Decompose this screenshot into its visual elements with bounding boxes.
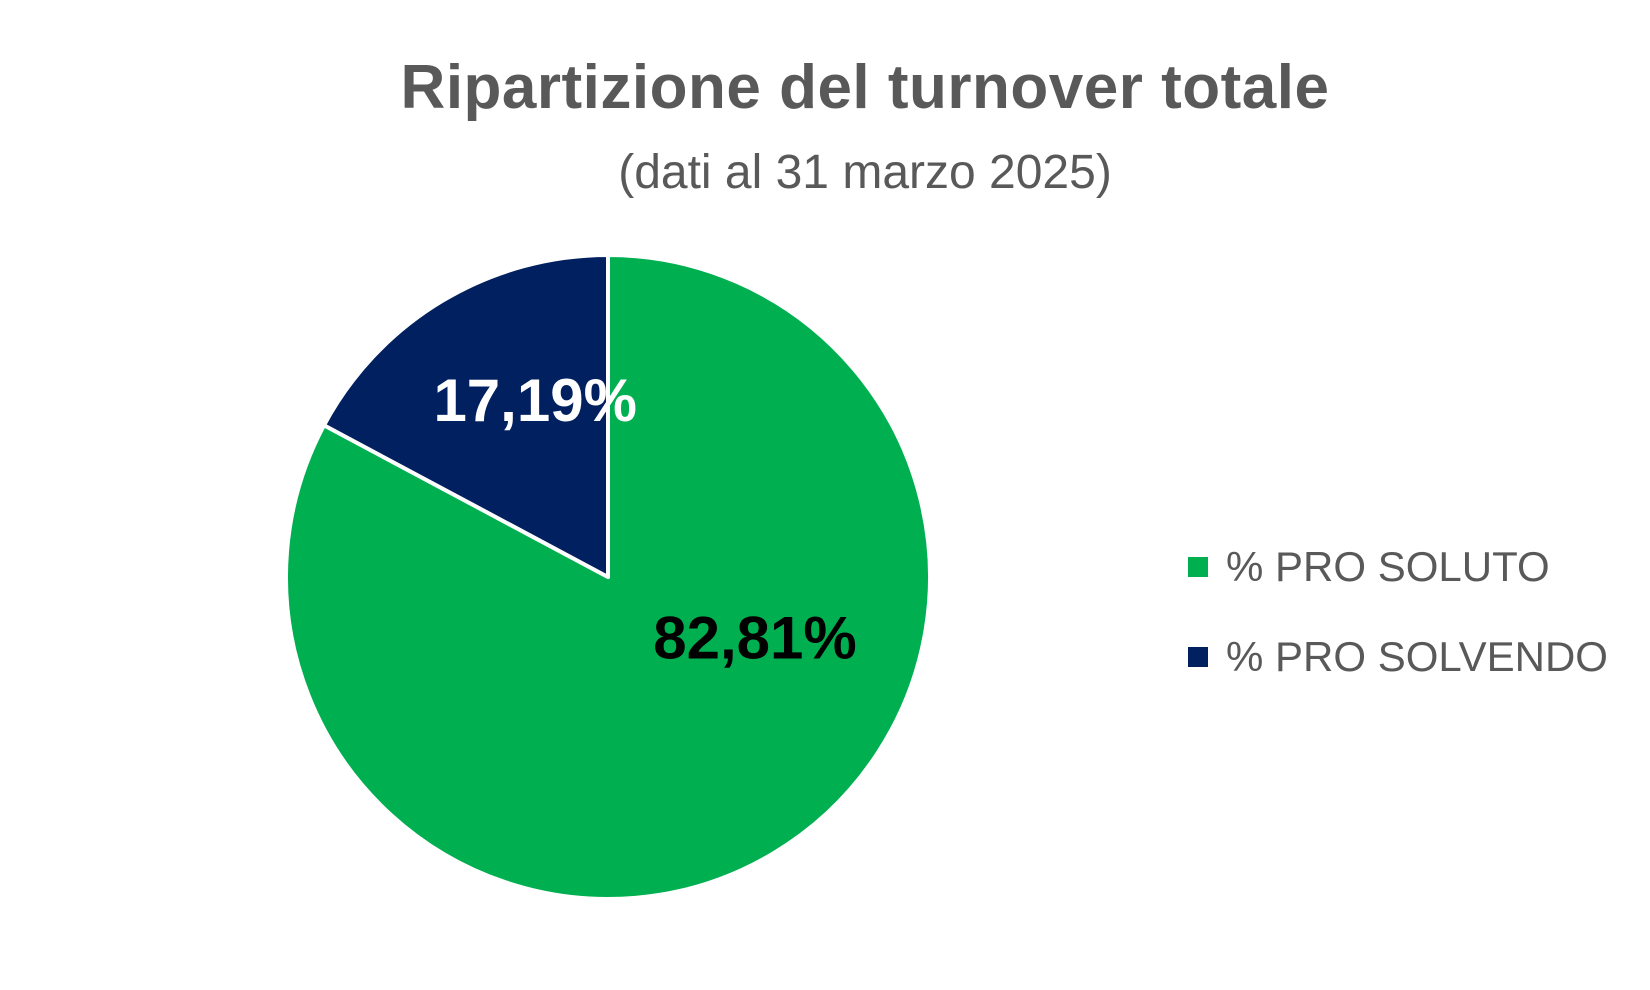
chart-title: Ripartizione del turnover totale [400, 53, 1330, 122]
chart-subtitle: (dati al 31 marzo 2025) [618, 146, 1112, 199]
legend-swatch-pro-soluto [1188, 557, 1208, 577]
legend-item-pro-solvendo: % PRO SOLVENDO [1188, 612, 1608, 702]
legend: % PRO SOLUTO % PRO SOLVENDO [1188, 522, 1608, 702]
pie-slice-pro-solvendo [321, 253, 610, 579]
data-label-pro-solvendo: 17,19% [433, 367, 637, 434]
legend-swatch-pro-solvendo [1188, 647, 1208, 667]
legend-label-pro-solvendo: % PRO SOLVENDO [1226, 633, 1608, 680]
data-label-pro-soluto: 82,81% [653, 604, 857, 671]
legend-label-pro-soluto: % PRO SOLUTO [1226, 543, 1550, 590]
legend-item-pro-soluto: % PRO SOLUTO [1188, 522, 1608, 612]
